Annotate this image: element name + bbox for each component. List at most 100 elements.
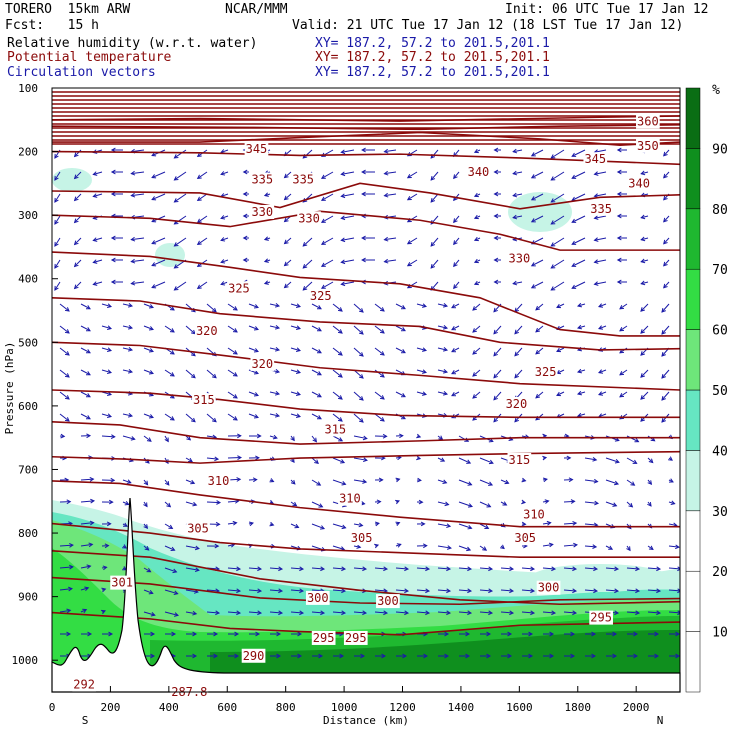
theta-label: 330: [509, 251, 531, 265]
wind-vector-head: [421, 391, 428, 396]
wind-vector: [514, 347, 523, 357]
wind-vector-head: [64, 329, 70, 334]
wind-vector-head: [614, 588, 620, 594]
wind-vector-head: [130, 170, 136, 176]
wind-vector-head: [530, 196, 536, 201]
wind-vector: [661, 391, 670, 401]
wind-vector-head: [85, 415, 91, 420]
wind-vector-head: [295, 391, 302, 396]
y-tick-label: 900: [18, 591, 38, 604]
wind-vector-head: [299, 566, 305, 572]
wind-vector-head: [472, 416, 478, 421]
wind-vector-head: [123, 522, 128, 527]
wind-vector-head: [173, 176, 179, 181]
theta-label-bg: [376, 594, 400, 609]
wind-vector-head: [220, 281, 226, 286]
theta-label: 300: [307, 591, 329, 605]
wind-vector-head: [236, 477, 242, 482]
wind-vector-head: [512, 148, 518, 154]
wind-vector-head: [257, 610, 263, 616]
wind-vector: [584, 545, 597, 548]
wind-vector: [663, 171, 670, 179]
theta-label-bg: [250, 172, 275, 187]
wind-vector: [661, 303, 670, 313]
wind-vector-head: [668, 456, 673, 461]
wind-vector-head: [493, 235, 499, 241]
y-axis: 100 200 300 400 500 600 700 800 900 1000: [12, 82, 58, 667]
theta-label: 340: [468, 165, 490, 179]
wind-vector-head: [488, 610, 494, 616]
theta-label-bg: [507, 251, 532, 266]
wind-vector: [143, 303, 154, 308]
wind-vector: [284, 259, 292, 266]
wind-vector-head: [275, 325, 281, 330]
theta-label: 345: [584, 152, 606, 166]
wind-vector-head: [451, 391, 457, 397]
wind-vector: [341, 193, 355, 197]
wind-vector-head: [430, 241, 436, 247]
wind-vector-head: [379, 351, 385, 356]
wind-vector: [185, 413, 196, 423]
x-tick-label: 2000: [623, 701, 650, 714]
wind-vector-head: [473, 192, 479, 198]
wind-vector-head: [295, 303, 302, 308]
wind-vector: [556, 391, 565, 396]
wind-vector-head: [640, 417, 645, 422]
wind-vector-head: [130, 436, 136, 441]
wind-vector: [594, 149, 607, 153]
wind-vector: [206, 501, 221, 504]
wind-vector: [577, 391, 586, 395]
wind-vector-head: [340, 259, 346, 265]
wind-vector-head: [169, 328, 175, 333]
wind-vector: [550, 171, 565, 181]
wind-vector-head: [442, 479, 448, 485]
wind-vector: [663, 149, 670, 157]
wind-vector: [437, 347, 448, 351]
wind-vector-head: [592, 457, 598, 462]
wind-vector-head: [493, 395, 498, 401]
wind-vector-head: [379, 417, 385, 422]
wind-vector: [668, 567, 680, 570]
wind-vector-head: [400, 393, 406, 398]
wind-vector: [54, 237, 61, 247]
wind-vector: [451, 303, 460, 309]
wind-vector-head: [337, 373, 343, 378]
wind-vector-head: [108, 631, 114, 637]
wind-vector: [594, 215, 607, 219]
wind-vector-head: [446, 523, 452, 529]
wind-vector: [248, 347, 259, 352]
theta-label-bg: [72, 677, 96, 692]
wind-vector: [321, 281, 334, 289]
wind-vector-head: [634, 438, 640, 443]
wind-vector: [185, 457, 193, 463]
wind-vector-head: [472, 328, 478, 333]
wind-vector-head: [106, 413, 113, 418]
wind-vector-head: [211, 417, 217, 423]
wind-vector-head: [493, 279, 499, 285]
colorbar-level: 80: [712, 203, 728, 218]
wind-vector-head: [521, 499, 527, 505]
wind-vector-head: [290, 479, 296, 485]
wind-vector-head: [440, 457, 446, 462]
wind-vector: [374, 413, 385, 422]
wind-vector-head: [556, 347, 562, 353]
wind-vector-head: [283, 239, 289, 245]
wind-vector-head: [302, 286, 308, 291]
rh-patch-right: [530, 564, 670, 592]
wind-vector-head: [635, 610, 641, 616]
wind-vector-head: [446, 610, 452, 616]
wind-vector-head: [151, 152, 157, 157]
wind-vector-head: [630, 481, 636, 486]
wind-vector: [311, 479, 321, 486]
wind-vector: [269, 347, 280, 351]
wind-vector-head: [275, 369, 281, 374]
theta-contour: [52, 150, 680, 166]
wind-vector: [353, 523, 363, 527]
wind-vector-head: [379, 395, 385, 400]
wind-vector-head: [85, 393, 91, 398]
theta-label-bg: [636, 114, 660, 129]
wind-vector-head: [467, 524, 473, 530]
wind-vector: [164, 369, 175, 377]
wind-vector: [341, 237, 355, 241]
wind-vector: [59, 391, 70, 400]
